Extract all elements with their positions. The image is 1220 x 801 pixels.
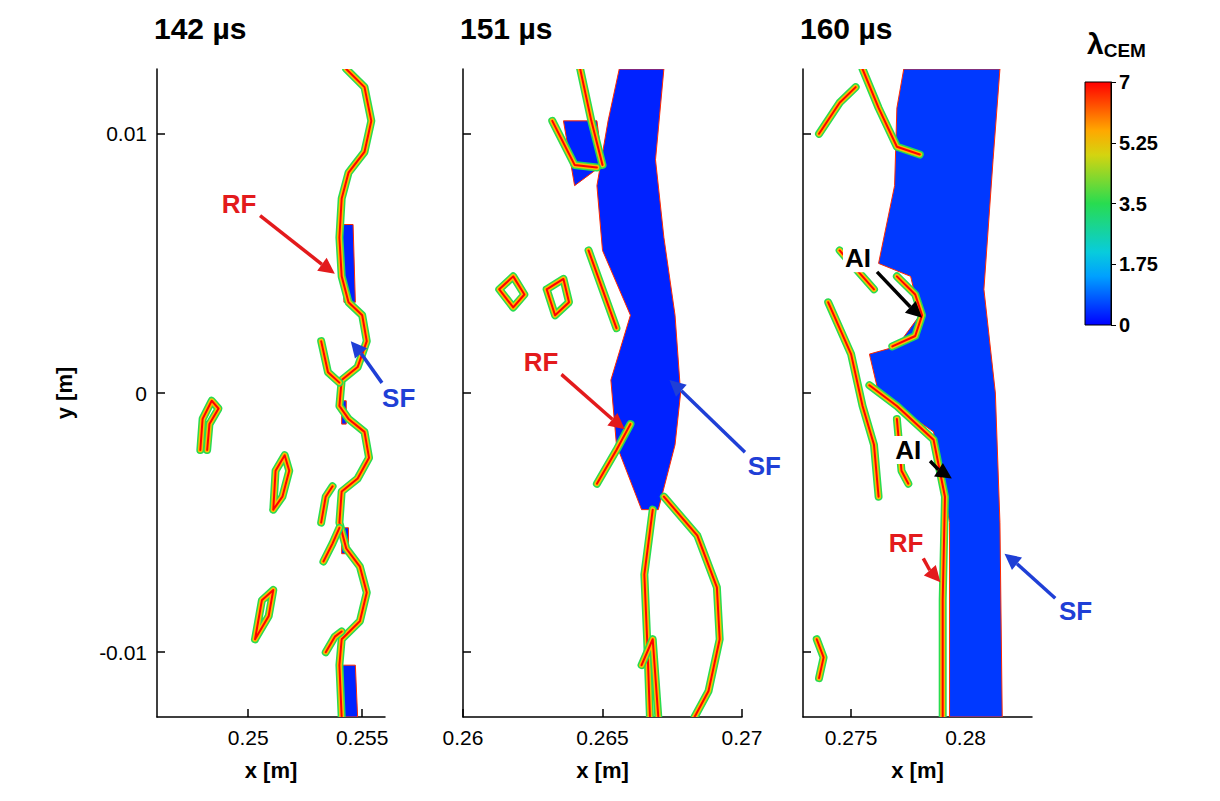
svg-text:0.255: 0.255 [336, 726, 389, 749]
svg-text:0: 0 [135, 382, 147, 405]
svg-text:0.275: 0.275 [825, 726, 878, 749]
svg-text:AI: AI [845, 243, 871, 273]
svg-text:0.27: 0.27 [722, 726, 763, 749]
svg-text:AI: AI [895, 435, 921, 465]
svg-text:0.25: 0.25 [228, 726, 269, 749]
svg-text:RF: RF [889, 528, 924, 558]
svg-text:SF: SF [1059, 596, 1092, 626]
svg-text:λ: λ [1087, 27, 1104, 60]
svg-text:151 µs: 151 µs [460, 12, 552, 45]
svg-text:1.75: 1.75 [1119, 253, 1158, 275]
svg-text:x [m]: x [m] [576, 758, 629, 783]
svg-text:SF: SF [748, 451, 781, 481]
svg-text:142 µs: 142 µs [154, 12, 246, 45]
svg-text:RF: RF [524, 347, 559, 377]
svg-text:7: 7 [1119, 71, 1130, 93]
svg-text:-0.01: -0.01 [99, 641, 147, 664]
svg-text:CEM: CEM [1104, 40, 1146, 61]
svg-text:0.28: 0.28 [945, 726, 986, 749]
svg-text:y [m]: y [m] [52, 367, 77, 420]
svg-text:SF: SF [382, 383, 415, 413]
svg-text:5.25: 5.25 [1119, 132, 1158, 154]
svg-text:160 µs: 160 µs [800, 12, 892, 45]
svg-text:0.26: 0.26 [443, 726, 484, 749]
svg-text:0.265: 0.265 [576, 726, 629, 749]
svg-text:x [m]: x [m] [891, 758, 944, 783]
svg-text:RF: RF [222, 189, 257, 219]
svg-text:3.5: 3.5 [1119, 193, 1147, 215]
svg-text:x [m]: x [m] [245, 758, 298, 783]
svg-text:0.01: 0.01 [106, 122, 147, 145]
svg-text:0: 0 [1119, 314, 1130, 336]
